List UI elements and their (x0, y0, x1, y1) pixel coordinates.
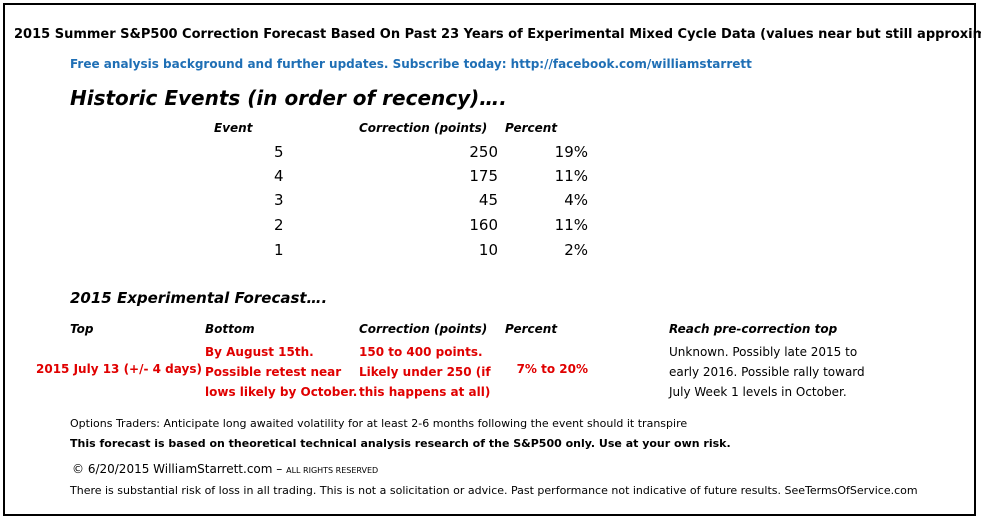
event-cell: 4 (274, 167, 284, 185)
correction-cell: 175 (469, 167, 498, 185)
forecast-percent-value: 7% to 20% (516, 362, 588, 376)
forecast-heading: 2015 Experimental Forecast…. (70, 289, 328, 307)
forecast-bottom-value: By August 15th. Possible retest near low… (205, 342, 357, 402)
forecast-header-percent: Percent (505, 322, 558, 336)
percent-cell: 11% (554, 216, 588, 234)
forecast-header-bottom: Bottom (205, 322, 255, 336)
historic-header-event: Event (214, 121, 253, 135)
rights-reserved: ALL RIGHTS RESERVED (286, 466, 379, 475)
historic-header-percent: Percent (505, 121, 558, 135)
forecast-header-top: Top (70, 322, 94, 336)
event-cell: 5 (274, 143, 284, 161)
copyright-text: © 6/20/2015 WilliamStarrett.com – (72, 462, 283, 476)
reach-line: Unknown. Possibly late 2015 to (669, 345, 858, 359)
correction-line: this happens at all) (359, 385, 491, 399)
forecast-reach-value: Unknown. Possibly late 2015 to early 201… (669, 342, 865, 402)
forecast-header-correction: Correction (points) (359, 322, 488, 336)
percent-cell: 19% (554, 143, 588, 161)
bottom-line: Possible retest near (205, 365, 342, 379)
options-note: Options Traders: Anticipate long awaited… (70, 417, 688, 430)
percent-cell: 11% (554, 167, 588, 185)
percent-cell: 2% (564, 241, 588, 259)
event-cell: 2 (274, 216, 284, 234)
forecast-header-reach: Reach pre-correction top (669, 322, 838, 336)
correction-line: Likely under 250 (if (359, 365, 491, 379)
historic-heading: Historic Events (in order of recency)…. (70, 86, 507, 110)
risk-disclaimer: There is substantial risk of loss in all… (70, 484, 918, 497)
correction-cell: 250 (469, 143, 498, 161)
bottom-line: By August 15th. (205, 345, 314, 359)
historic-header-correction: Correction (points) (359, 121, 488, 135)
copyright-line: © 6/20/2015 WilliamStarrett.com – ALL RI… (72, 462, 378, 476)
document-frame (3, 3, 976, 516)
event-cell: 3 (274, 191, 284, 209)
event-cell: 1 (274, 241, 284, 259)
correction-cell: 160 (469, 216, 498, 234)
page-title: 2015 Summer S&P500 Correction Forecast B… (14, 27, 981, 42)
reach-line: July Week 1 levels in October. (669, 385, 847, 399)
reach-line: early 2016. Possible rally toward (669, 365, 865, 379)
correction-cell: 45 (478, 191, 498, 209)
subscribe-link[interactable]: Free analysis background and further upd… (70, 57, 752, 71)
forecast-top-value: 2015 July 13 (+/- 4 days) (36, 362, 202, 376)
disclaimer-note: This forecast is based on theoretical te… (70, 437, 731, 450)
forecast-correction-value: 150 to 400 points. Likely under 250 (if … (359, 342, 491, 402)
bottom-line: lows likely by October. (205, 385, 358, 399)
percent-cell: 4% (564, 191, 588, 209)
correction-cell: 10 (478, 241, 498, 259)
correction-line: 150 to 400 points. (359, 345, 483, 359)
